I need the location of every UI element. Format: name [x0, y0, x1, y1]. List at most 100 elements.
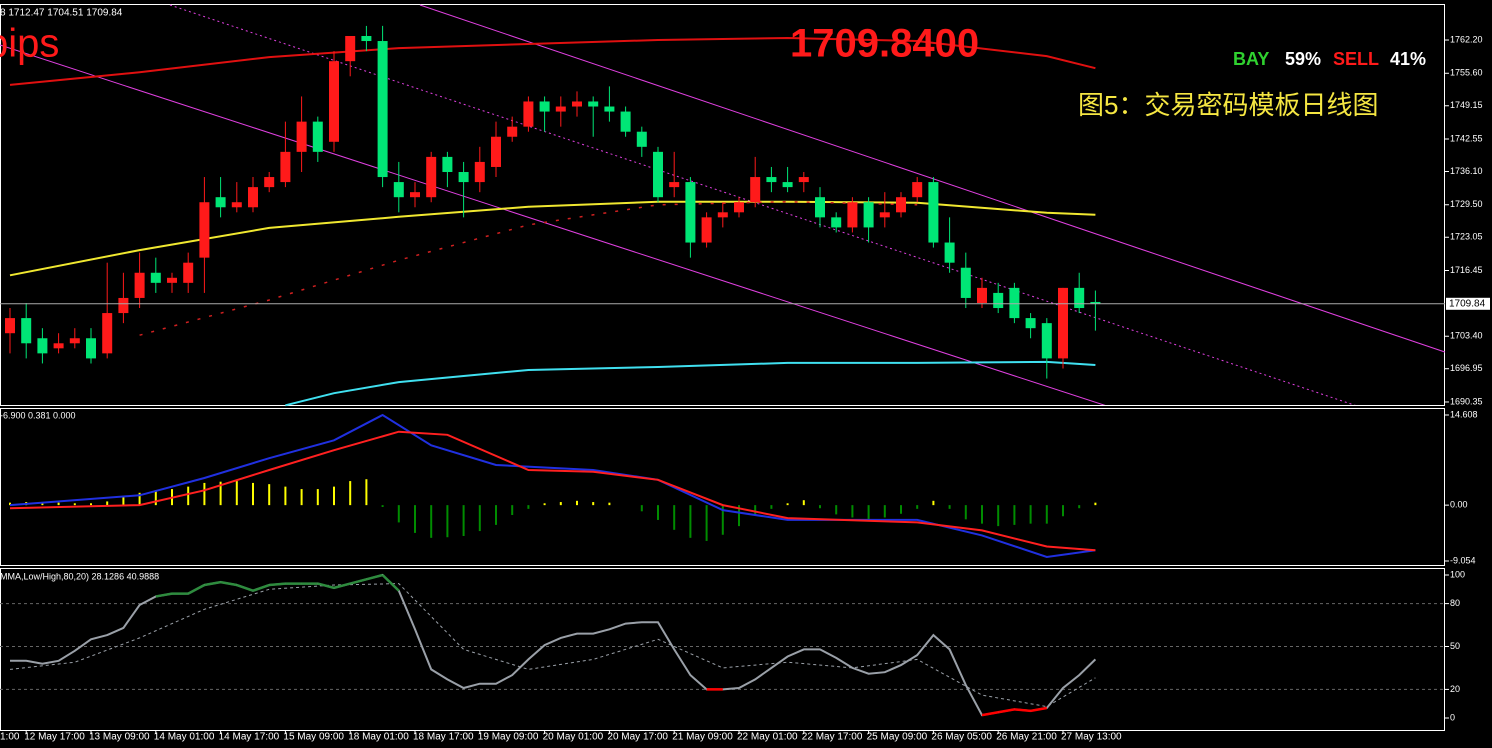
x-tick-label: 22 May 17:00 — [802, 732, 863, 743]
x-tick-label: 20 May 17:00 — [607, 732, 668, 743]
zone-segment — [187, 583, 205, 595]
channel-lower — [0, 44, 1106, 405]
oscillator-header: MMA,Low/High,80,20) 28.1286 40.9888 — [0, 571, 159, 581]
candle-body — [539, 101, 550, 112]
candle-body — [685, 182, 696, 243]
candle-body — [928, 182, 939, 243]
x-tick-label: 26 May 21:00 — [996, 732, 1057, 743]
sell-percent: 41% — [1390, 49, 1426, 69]
zone-segment — [220, 580, 238, 587]
candle-body — [717, 212, 728, 218]
candle-body — [410, 192, 420, 198]
candle-body — [636, 131, 647, 147]
candle-body — [993, 292, 1004, 309]
candle-body — [1041, 323, 1052, 359]
chart-title: 图5：交易密码模板日线图 — [1078, 90, 1378, 120]
candle-body — [734, 202, 744, 213]
x-tick-label: 15 May 09:00 — [283, 732, 344, 743]
candle-body — [215, 197, 226, 208]
indicator-line — [9, 430, 1096, 552]
candle-body — [150, 272, 161, 283]
candle-body — [134, 272, 145, 298]
candle-body — [523, 101, 534, 127]
candle-body — [766, 177, 777, 183]
buy-percent: 59% — [1285, 49, 1321, 69]
candle-body — [474, 161, 485, 183]
x-tick-label: 19 May 09:00 — [478, 732, 539, 743]
x-tick-label: 1:00 — [0, 732, 20, 743]
oscillator-panel — [0, 568, 1445, 731]
y-tick-label: 0.00 — [1450, 500, 1468, 510]
candle-body — [831, 217, 842, 228]
price-panel — [0, 4, 1445, 406]
chart-layer: 1762.20 1755.60 1749.15 1742.55 1736.10 1729.… — [0, 25, 1490, 743]
current-price-box — [1446, 297, 1490, 310]
y-tick-label: 1723.05 — [1450, 232, 1483, 242]
y-tick-label: 1716.45 — [1450, 265, 1483, 275]
y-tick-label: 1703.40 — [1450, 331, 1483, 341]
candle-body — [102, 313, 113, 354]
candle-body — [491, 136, 501, 167]
candle-body — [183, 262, 194, 283]
x-tick-label: 18 May 17:00 — [413, 732, 474, 743]
y-tick-label: 50 — [1450, 641, 1460, 651]
candle-body — [879, 212, 890, 218]
candle-body — [944, 242, 955, 263]
candle-body — [847, 202, 858, 228]
zone-segment — [204, 580, 221, 587]
x-tick-label: 12 May 17:00 — [24, 732, 85, 743]
candle-body — [69, 338, 80, 344]
y-tick-label: 1762.20 — [1450, 34, 1483, 44]
candle-body — [669, 182, 680, 188]
channel-upper — [419, 4, 1445, 353]
zone-segment — [1014, 708, 1031, 713]
candle-body — [442, 156, 453, 173]
candle-body — [960, 267, 971, 298]
indicator-line — [285, 360, 1096, 407]
candle-body — [782, 182, 793, 188]
x-tick-label: 21 May 09:00 — [672, 732, 733, 743]
candle-body — [701, 217, 712, 243]
candle-body — [53, 343, 64, 349]
x-tick-label: 26 May 05:00 — [931, 732, 992, 743]
zone-segment — [981, 711, 999, 717]
x-tick-label: 18 May 01:00 — [348, 732, 409, 743]
candle-body — [312, 121, 323, 152]
candle-body — [264, 177, 275, 188]
macd-panel — [0, 408, 1445, 566]
candle-body — [21, 318, 32, 344]
candle-body — [231, 202, 242, 208]
candle-body — [653, 151, 663, 198]
candle-body — [345, 35, 356, 62]
y-tick-label: 1696.95 — [1450, 363, 1483, 373]
candle-body — [604, 106, 615, 112]
candle-body — [296, 121, 307, 152]
panel-borders — [0, 4, 1445, 731]
candle-body — [912, 182, 923, 198]
candle-body — [329, 61, 339, 142]
ohlc-header: 8 1712.47 1704.51 1709.84 — [0, 8, 123, 19]
candle-body — [507, 126, 518, 137]
x-tick-label: 14 May 01:00 — [154, 732, 215, 743]
buy-label: BAY — [1233, 49, 1269, 69]
x-tick-label: 27 May 13:00 — [1061, 732, 1122, 743]
y-tick-label: 80 — [1450, 598, 1460, 608]
candle-body — [572, 101, 582, 107]
x-tick-label: 20 May 01:00 — [543, 732, 604, 743]
y-tick-label: 14.608 — [1450, 409, 1478, 419]
candle-body — [555, 106, 566, 112]
y-tick-label: 1736.10 — [1450, 166, 1483, 176]
candle-body — [620, 111, 631, 132]
candle-body — [248, 187, 258, 208]
x-tick-label: 25 May 09:00 — [867, 732, 928, 743]
candle-body — [588, 101, 599, 107]
pips-label: pips — [0, 22, 59, 66]
candle-body — [750, 177, 761, 203]
x-tick-label: 14 May 17:00 — [219, 732, 280, 743]
x-tick-label: 13 May 09:00 — [89, 732, 150, 743]
zone-segment — [381, 574, 400, 592]
candle-body — [361, 35, 372, 42]
candle-body — [863, 202, 874, 228]
indicator-line — [9, 36, 1096, 86]
